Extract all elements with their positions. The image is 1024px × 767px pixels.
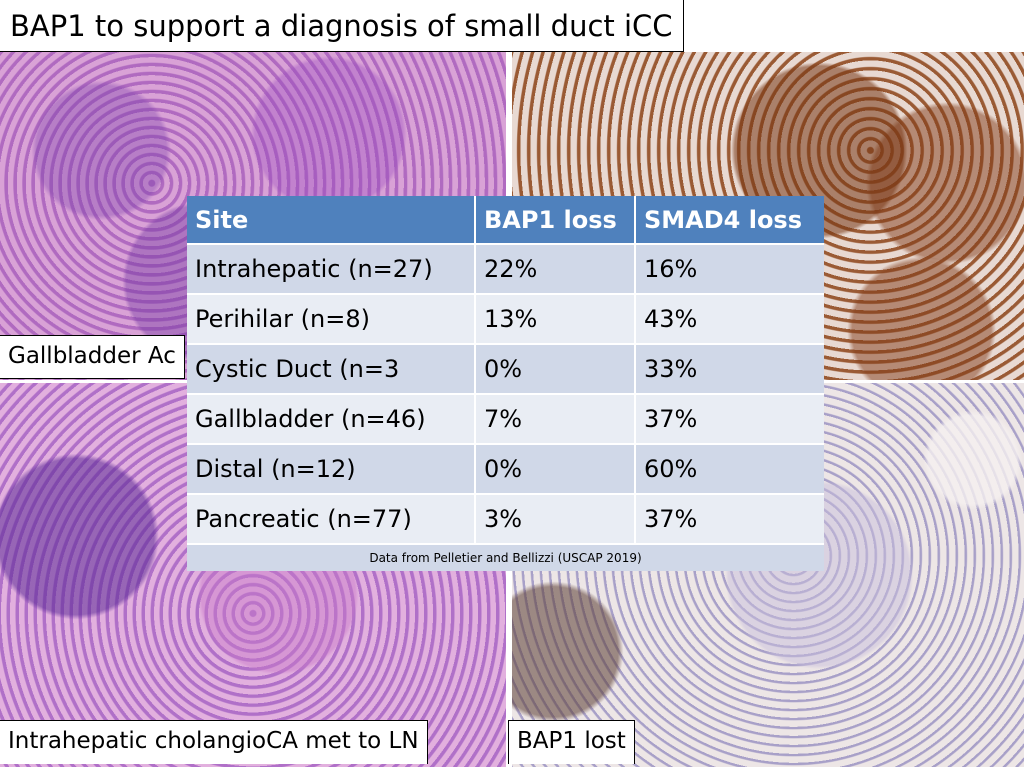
cell-site: Cystic Duct (n=3 xyxy=(187,343,476,394)
caption-gallbladder: Gallbladder Ac xyxy=(0,335,185,379)
header-bap1-loss: BAP1 loss xyxy=(475,196,636,244)
cell-bap1: 0% xyxy=(475,343,636,394)
loss-table: Site BAP1 loss SMAD4 loss Intrahepatic (… xyxy=(187,196,824,571)
cell-site: Intrahepatic (n=27) xyxy=(187,243,476,294)
caption-bap1-lost: BAP1 lost xyxy=(508,720,635,764)
table-row: Intrahepatic (n=27) 22% 16% xyxy=(187,243,824,294)
slide-title: BAP1 to support a diagnosis of small duc… xyxy=(0,0,684,52)
cell-site: Pancreatic (n=77) xyxy=(187,493,476,544)
table-row: Pancreatic (n=77) 3% 37% xyxy=(187,493,824,544)
data-table: Site BAP1 loss SMAD4 loss Intrahepatic (… xyxy=(187,196,824,571)
header-site: Site xyxy=(187,196,476,244)
cell-smad4: 37% xyxy=(635,393,824,444)
table-row: Cystic Duct (n=3 0% 33% xyxy=(187,343,824,394)
cell-bap1: 0% xyxy=(475,443,636,494)
cell-smad4: 43% xyxy=(635,293,824,344)
cell-smad4: 37% xyxy=(635,493,824,544)
table-source-note: Data from Pelletier and Bellizzi (USCAP … xyxy=(187,543,824,571)
table-source-row: Data from Pelletier and Bellizzi (USCAP … xyxy=(187,543,824,571)
table-header-row: Site BAP1 loss SMAD4 loss xyxy=(187,196,824,244)
cell-smad4: 16% xyxy=(635,243,824,294)
cell-bap1: 13% xyxy=(475,293,636,344)
cell-smad4: 60% xyxy=(635,443,824,494)
cell-site: Distal (n=12) xyxy=(187,443,476,494)
cell-site: Perihilar (n=8) xyxy=(187,293,476,344)
cell-site: Gallbladder (n=46) xyxy=(187,393,476,444)
table-row: Gallbladder (n=46) 7% 37% xyxy=(187,393,824,444)
caption-lymph-node: Intrahepatic cholangioCA met to LN xyxy=(0,720,428,764)
cell-bap1: 7% xyxy=(475,393,636,444)
table-row: Perihilar (n=8) 13% 43% xyxy=(187,293,824,344)
cell-smad4: 33% xyxy=(635,343,824,394)
header-smad4-loss: SMAD4 loss xyxy=(635,196,824,244)
table-row: Distal (n=12) 0% 60% xyxy=(187,443,824,494)
cell-bap1: 3% xyxy=(475,493,636,544)
cell-bap1: 22% xyxy=(475,243,636,294)
